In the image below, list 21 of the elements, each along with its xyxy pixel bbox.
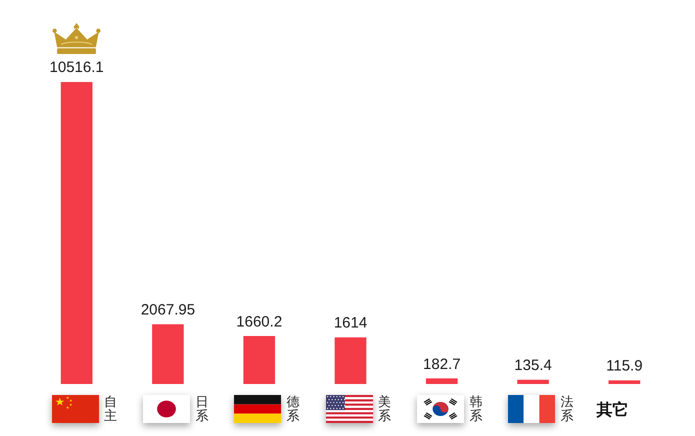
bar xyxy=(426,378,458,384)
data-label: 1660.2 xyxy=(236,313,282,330)
x-tick-label: 德系 xyxy=(286,395,300,424)
data-label: 1614 xyxy=(334,314,368,332)
bar xyxy=(334,337,366,384)
bar xyxy=(60,82,92,384)
bar xyxy=(243,336,276,384)
data-label: 10516.1 xyxy=(50,59,104,76)
data-label: 182.7 xyxy=(423,356,461,373)
x-tick-label: 日系 xyxy=(194,395,209,424)
x-tick-label: 法系 xyxy=(560,395,574,424)
x-tick-label: 其它 xyxy=(596,400,628,421)
data-label: 135.4 xyxy=(514,357,552,374)
bar xyxy=(608,380,640,384)
bar xyxy=(152,324,184,384)
x-tick-label: 自主 xyxy=(104,395,118,424)
x-tick-label: 韩系 xyxy=(468,395,483,424)
bar xyxy=(517,380,549,384)
data-label: 115.9 xyxy=(606,358,643,375)
data-label: 2067.95 xyxy=(140,302,196,319)
x-tick-label: 美系 xyxy=(378,395,392,424)
